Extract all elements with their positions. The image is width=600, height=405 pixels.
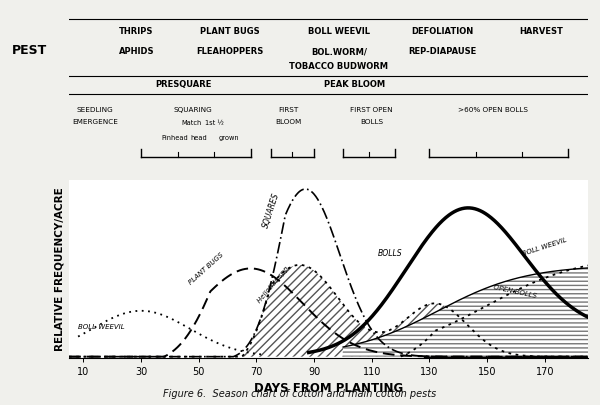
Text: Pinhead: Pinhead: [161, 135, 188, 141]
Text: TOBACCO BUDWORM: TOBACCO BUDWORM: [289, 62, 388, 71]
Text: EMERGENCE: EMERGENCE: [72, 119, 118, 125]
Text: SQUARES: SQUARES: [261, 192, 281, 230]
Text: BOL.WORM/: BOL.WORM/: [311, 47, 367, 56]
Text: Figure 6.  Season chart of cotton and main cotton pests: Figure 6. Season chart of cotton and mai…: [163, 389, 437, 399]
X-axis label: DAYS FROM PLANTING: DAYS FROM PLANTING: [254, 382, 403, 394]
Text: DEFOLIATION: DEFOLIATION: [412, 27, 474, 36]
Y-axis label: RELATIVE FREQUENCY/ACRE: RELATIVE FREQUENCY/ACRE: [55, 188, 65, 351]
Text: head: head: [190, 135, 207, 141]
Text: PEAK BLOOM: PEAK BLOOM: [324, 80, 385, 89]
Text: PLANT BUGS: PLANT BUGS: [187, 252, 224, 286]
Text: 1st ½: 1st ½: [205, 120, 223, 126]
Text: BOLL WEEVIL: BOLL WEEVIL: [521, 237, 568, 257]
Text: Match: Match: [181, 120, 202, 126]
Text: BOLLS: BOLLS: [377, 249, 402, 258]
Text: APHIDS: APHIDS: [119, 47, 154, 56]
Text: FIRST: FIRST: [278, 107, 298, 113]
Text: HARVEST: HARVEST: [520, 27, 563, 36]
Text: BOLLS: BOLLS: [360, 119, 383, 125]
Text: SEEDLING: SEEDLING: [77, 107, 113, 113]
Text: FLEAHOPPERS: FLEAHOPPERS: [196, 47, 263, 56]
Text: FIRST OPEN: FIRST OPEN: [350, 107, 393, 113]
Text: Heliothis spp.: Heliothis spp.: [256, 263, 292, 304]
Text: THRIPS: THRIPS: [119, 27, 154, 36]
Text: grown: grown: [219, 135, 239, 141]
Text: PRESQUARE: PRESQUARE: [155, 80, 211, 89]
Text: BOLL WEEVIL: BOLL WEEVIL: [77, 324, 124, 330]
Text: PLANT BUGS: PLANT BUGS: [200, 27, 260, 36]
Text: BLOOM: BLOOM: [275, 119, 301, 125]
Text: BOLL WEEVIL: BOLL WEEVIL: [308, 27, 370, 36]
Text: PEST: PEST: [12, 44, 47, 57]
Text: REP-DIAPAUSE: REP-DIAPAUSE: [409, 47, 477, 56]
Text: OPEN BOLLS: OPEN BOLLS: [493, 284, 537, 299]
Text: >60% OPEN BOLLS: >60% OPEN BOLLS: [458, 107, 528, 113]
Text: SQUARING: SQUARING: [173, 107, 212, 113]
